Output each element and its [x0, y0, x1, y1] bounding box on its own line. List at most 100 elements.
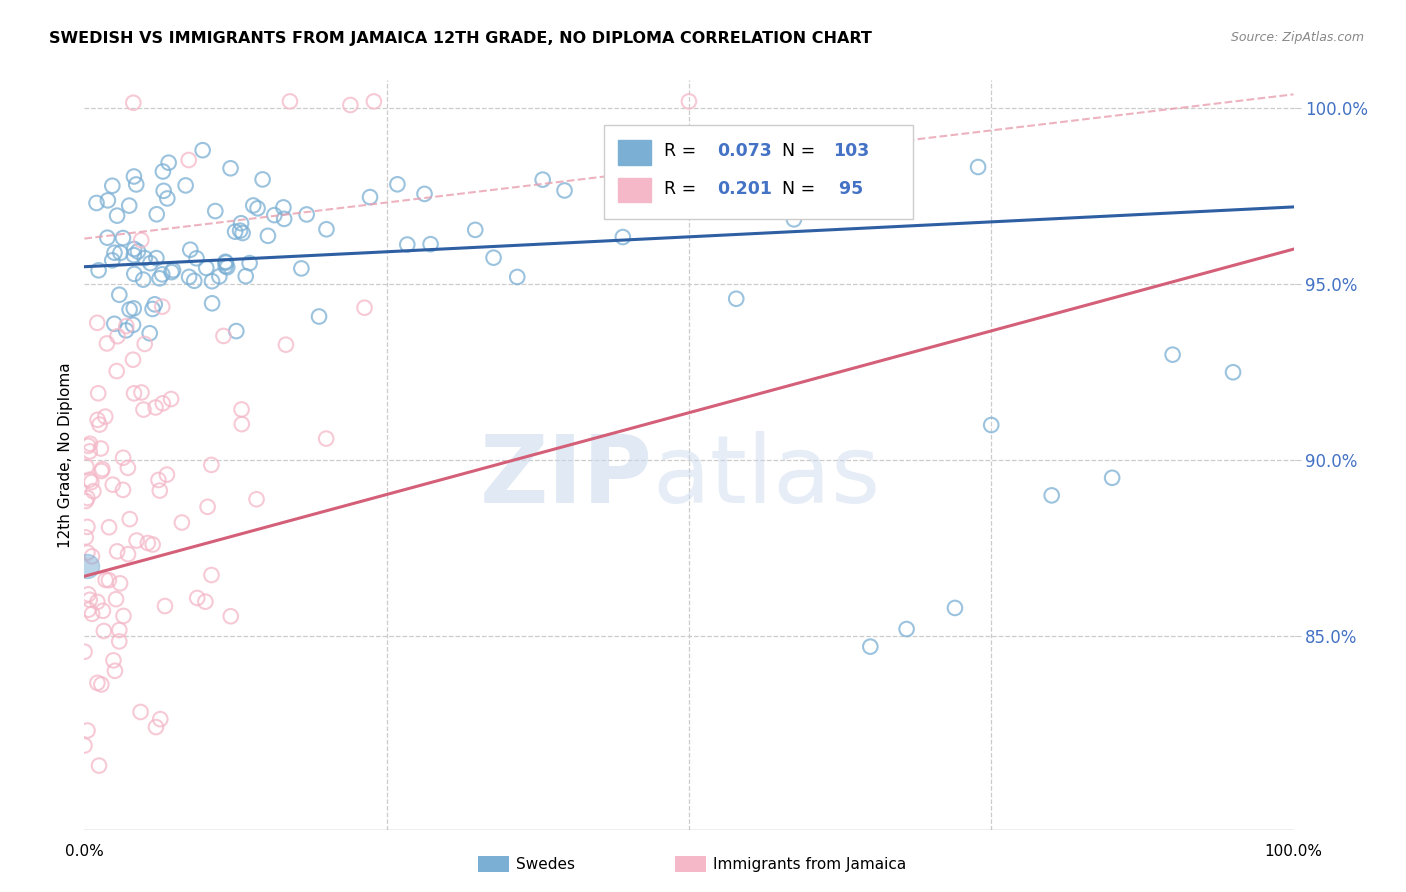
Point	[127, 244, 149, 259]
Point	[396, 237, 419, 252]
Point	[678, 95, 700, 109]
Point	[105, 209, 128, 223]
Point	[208, 269, 231, 284]
Text: ZIP: ZIP	[479, 432, 652, 524]
Point	[86, 196, 108, 211]
Point	[278, 95, 301, 109]
Point	[101, 178, 124, 193]
FancyBboxPatch shape	[617, 140, 651, 165]
Point	[76, 520, 98, 534]
Point	[896, 622, 918, 636]
Point	[104, 664, 127, 678]
Point	[967, 160, 990, 174]
Point	[94, 573, 117, 587]
Point	[94, 409, 117, 424]
Point	[612, 230, 634, 244]
Point	[77, 587, 100, 601]
Point	[204, 204, 226, 219]
Point	[263, 208, 285, 222]
Point	[79, 444, 101, 458]
Point	[162, 263, 184, 277]
Point	[252, 172, 274, 186]
Point	[783, 212, 806, 227]
Y-axis label: 12th Grade, No Diploma: 12th Grade, No Diploma	[58, 362, 73, 548]
Point	[212, 329, 235, 343]
FancyBboxPatch shape	[617, 178, 651, 202]
Point	[177, 269, 200, 284]
Point	[131, 385, 153, 400]
Point	[231, 417, 253, 431]
Point	[73, 645, 96, 659]
Point	[124, 267, 146, 281]
Point	[869, 185, 891, 199]
Point	[231, 402, 253, 417]
Point	[150, 268, 173, 282]
Point	[82, 484, 104, 499]
Point	[91, 462, 114, 476]
Point	[122, 318, 145, 332]
Point	[339, 98, 361, 112]
Point	[170, 516, 193, 530]
Point	[91, 604, 114, 618]
Point	[482, 251, 505, 265]
Point	[225, 324, 247, 338]
Text: 95: 95	[832, 180, 863, 198]
Point	[219, 609, 242, 624]
Text: atlas: atlas	[652, 432, 882, 524]
Point	[315, 222, 337, 236]
Point	[90, 677, 112, 691]
Point	[108, 576, 131, 591]
Point	[246, 202, 269, 216]
Point	[859, 640, 882, 654]
Point	[141, 301, 163, 316]
Point	[115, 319, 138, 334]
FancyBboxPatch shape	[605, 125, 912, 219]
Point	[201, 296, 224, 310]
Point	[101, 477, 124, 491]
Point	[82, 607, 104, 621]
Point	[125, 178, 148, 192]
Point	[108, 287, 131, 301]
Point	[1101, 471, 1123, 485]
Point	[201, 274, 224, 288]
Point	[86, 413, 108, 427]
Point	[96, 230, 118, 244]
Point	[419, 237, 441, 252]
Text: SWEDISH VS IMMIGRANTS FROM JAMAICA 12TH GRADE, NO DIPLOMA CORRELATION CHART: SWEDISH VS IMMIGRANTS FROM JAMAICA 12TH …	[49, 31, 872, 46]
Point	[80, 475, 103, 489]
Point	[101, 253, 124, 268]
Point	[831, 161, 853, 176]
Point	[152, 396, 174, 410]
Point	[122, 352, 145, 367]
Point	[80, 549, 103, 564]
Point	[160, 392, 183, 406]
Point	[90, 442, 112, 456]
Point	[117, 547, 139, 561]
Point	[273, 201, 295, 215]
Point	[77, 439, 100, 453]
Point	[153, 599, 176, 613]
Point	[148, 271, 170, 285]
Text: R =: R =	[664, 180, 702, 198]
Point	[152, 164, 174, 178]
Point	[86, 676, 108, 690]
Point	[105, 544, 128, 558]
Text: 0.201: 0.201	[717, 180, 772, 198]
Point	[108, 623, 131, 637]
Point	[75, 494, 97, 508]
Point	[413, 186, 436, 201]
Point	[217, 260, 239, 275]
Point	[134, 337, 156, 351]
Point	[108, 634, 131, 648]
Point	[97, 573, 120, 587]
Text: 103: 103	[832, 143, 869, 161]
Point	[103, 653, 125, 667]
Point	[132, 272, 155, 286]
Point	[308, 310, 330, 324]
Point	[730, 128, 752, 143]
Point	[107, 329, 129, 343]
Point	[242, 198, 264, 212]
Point	[156, 467, 179, 482]
Point	[145, 401, 167, 415]
Text: N =: N =	[782, 180, 821, 198]
